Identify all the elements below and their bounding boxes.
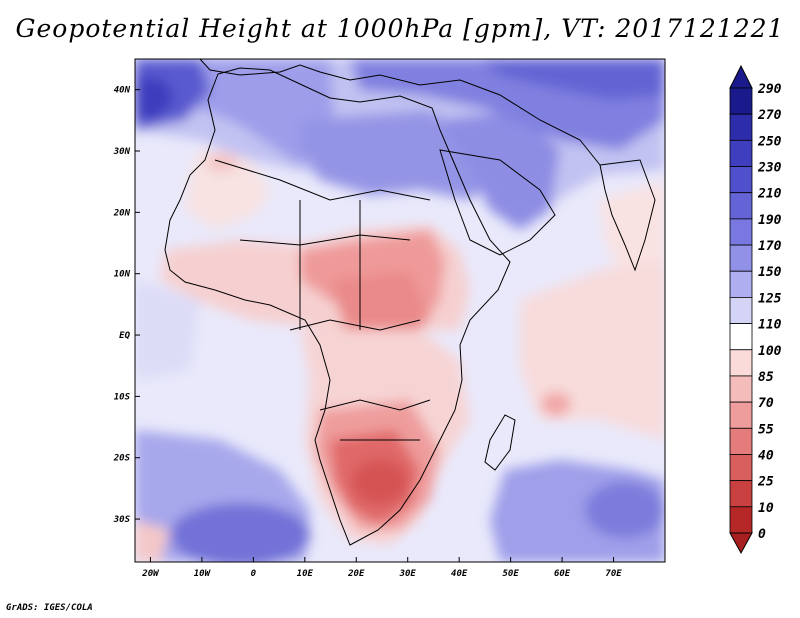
lat-tick-label: 10S: [114, 392, 131, 402]
colorbar-swatch: [729, 166, 753, 194]
colorbar-swatch: [729, 297, 753, 324]
colorbar-swatch: [729, 401, 753, 429]
grads-credit: GrADS: IGES/COLA: [6, 603, 93, 613]
colorbar-swatch: [729, 506, 753, 534]
colorbar-swatch: [729, 87, 753, 115]
colorbar-swatch: [729, 427, 753, 455]
lat-tick-label: 20N: [113, 208, 131, 218]
lat-tick-label: 30S: [113, 515, 131, 525]
colorbar-swatch: [729, 349, 753, 377]
colorbar-swatch: [729, 244, 753, 272]
lat-tick-label: 20S: [113, 454, 131, 464]
lon-tick-label: 50E: [502, 569, 519, 579]
colorbar-label: 170: [758, 239, 782, 254]
colorbar-label: 100: [758, 344, 782, 359]
colorbar-top-arrow: [729, 64, 753, 89]
colorbar-swatch: [729, 454, 753, 482]
lon-tick-label: 40E: [451, 569, 468, 579]
colorbar-label: 290: [757, 82, 782, 97]
map-frame: [134, 58, 666, 563]
colorbar-label: 85: [758, 370, 774, 385]
colorbar-label: 190: [758, 213, 782, 228]
colorbar-label: 25: [757, 475, 774, 490]
colorbar-label: 270: [757, 108, 782, 123]
colorbar-swatch: [729, 139, 753, 167]
colorbar-label: 10: [758, 501, 774, 516]
colorbar-label: 150: [758, 265, 782, 280]
colorbar-label: 110: [758, 318, 782, 333]
lon-tick-label: 20W: [141, 569, 160, 579]
lat-tick-label: 10N: [114, 270, 131, 280]
lat-tick-label: EQ: [119, 331, 130, 341]
colorbar-swatch: [729, 375, 753, 403]
lon-tick-label: 10W: [194, 569, 212, 579]
geopotential-field: [135, 59, 665, 562]
latitude-axis: 40N 30N 20N 10N EQ 10S 20S 30S: [113, 86, 140, 525]
colorbar-swatch: [729, 270, 753, 298]
colorbar-swatch: [729, 323, 753, 351]
colorbar-label: 250: [757, 134, 782, 149]
lon-tick-label: 20E: [347, 569, 365, 579]
longitude-axis: 20W 10W 0 10E 20E 30E 40E 50E 60E 70E: [141, 557, 622, 579]
lat-tick-label: 30N: [113, 147, 131, 157]
lon-tick-label: 0: [251, 569, 257, 579]
colorbar: 2902702502302101901701501251101008570554…: [729, 64, 782, 555]
colorbar-label: 40: [758, 448, 774, 463]
lon-tick-label: 30E: [399, 569, 417, 579]
chart-title: Geopotential Height at 1000hPa [gpm], VT…: [15, 14, 785, 43]
colorbar-swatch: [729, 192, 753, 220]
lon-tick-label: 10E: [297, 569, 314, 579]
colorbar-swatch: [729, 218, 753, 246]
colorbar-swatch: [729, 113, 753, 141]
lat-tick-label: 40N: [114, 86, 131, 96]
colorbar-label: 0: [758, 527, 766, 542]
colorbar-label: 230: [757, 161, 782, 176]
colorbar-swatch: [729, 480, 753, 508]
colorbar-label: 70: [758, 396, 774, 411]
lon-tick-label: 70E: [605, 569, 622, 579]
colorbar-label: 210: [757, 187, 782, 202]
lon-tick-label: 60E: [554, 569, 571, 579]
colorbar-label: 125: [758, 291, 782, 306]
colorbar-label: 55: [758, 422, 774, 437]
colorbar-bottom-arrow: [729, 532, 753, 555]
coastlines: [164, 59, 656, 546]
